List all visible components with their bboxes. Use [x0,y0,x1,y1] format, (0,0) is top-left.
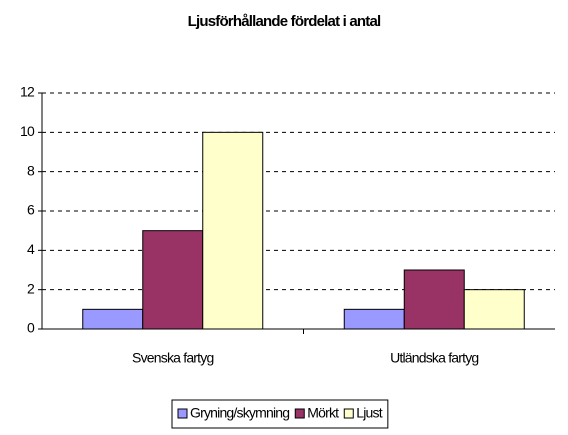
legend-swatch [343,408,354,419]
y-tick-label: 0 [27,320,35,336]
legend-label: Mörkt [307,405,339,421]
bar [82,308,144,330]
legend-swatch [177,408,188,419]
y-tick-label: 2 [27,280,35,296]
legend-swatch [294,408,305,419]
bar [202,131,264,330]
legend-label: Gryning/skymning [190,405,289,421]
bar [343,308,405,330]
bar [463,289,525,330]
y-tick-label: 4 [27,241,35,257]
y-tick-label: 12 [20,84,35,100]
y-tick-label: 6 [27,202,35,218]
x-tick-label: Utländska fartyg [390,350,478,366]
y-tick-label: 8 [27,162,35,178]
y-tick-label: 10 [20,123,35,139]
x-tick-label: Svenska fartyg [132,350,213,366]
bar [142,230,204,330]
legend-label: Ljust [356,405,382,421]
chart-title: Ljusförhållande fördelat i antal [188,13,381,30]
bar [403,269,465,330]
